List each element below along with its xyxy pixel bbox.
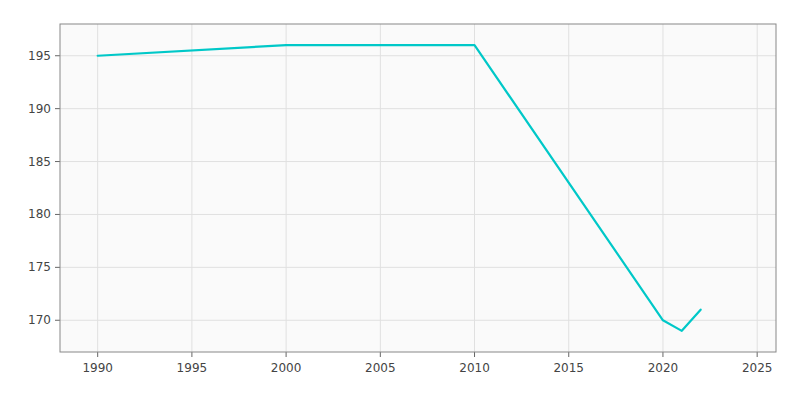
x-tick-label: 2000	[271, 361, 302, 375]
y-tick	[55, 55, 60, 56]
chart-container: 1990 1995 2000 2005 2010 2015 2020 2025 170 175 18…	[0, 0, 800, 400]
x-tick-label: 2015	[553, 361, 584, 375]
y-tick-label: 175	[28, 260, 51, 274]
x-grid-line	[191, 24, 192, 352]
y-tick-label: 180	[28, 207, 51, 221]
y-tick	[55, 161, 60, 162]
y-tick-label: 190	[28, 102, 51, 116]
x-tick-label: 1995	[177, 361, 208, 375]
y-grid-line	[60, 214, 776, 215]
plot-area	[60, 24, 776, 352]
x-tick	[97, 352, 98, 357]
x-tick-label: 2025	[742, 361, 773, 375]
y-tick	[55, 214, 60, 215]
y-tick-label: 170	[28, 313, 51, 327]
x-grid-line	[97, 24, 98, 352]
y-tick-label: 195	[28, 49, 51, 63]
x-tick-label: 1990	[82, 361, 113, 375]
x-tick	[568, 352, 569, 357]
x-tick	[757, 352, 758, 357]
marks	[98, 45, 701, 331]
x-tick-label: 2010	[459, 361, 490, 375]
x-grid-line	[568, 24, 569, 352]
x-tick-label: 2005	[365, 361, 396, 375]
y-grid-line	[60, 161, 776, 162]
y-tick	[55, 320, 60, 321]
x-grid-line	[662, 24, 663, 352]
y-tick	[55, 267, 60, 268]
y-grid-line	[60, 267, 776, 268]
x-tick	[380, 352, 381, 357]
x-grid-line	[380, 24, 381, 352]
x-grid-line	[757, 24, 758, 352]
x-tick-label: 2020	[648, 361, 679, 375]
y-tick-label: 185	[28, 155, 51, 169]
grid	[60, 24, 776, 352]
axes: 1990 1995 2000 2005 2010 2015 2020 2025 170 175 18…	[28, 49, 772, 375]
x-grid-line	[474, 24, 475, 352]
x-tick	[662, 352, 663, 357]
y-grid-line	[60, 108, 776, 109]
data-line	[98, 45, 701, 331]
x-tick	[286, 352, 287, 357]
chart-svg: 1990 1995 2000 2005 2010 2015 2020 2025 170 175 18…	[0, 0, 800, 400]
y-tick	[55, 108, 60, 109]
x-tick	[191, 352, 192, 357]
x-tick	[474, 352, 475, 357]
plot-frame	[60, 24, 776, 352]
y-grid-line	[60, 320, 776, 321]
x-grid-line	[286, 24, 287, 352]
y-grid-line	[60, 55, 776, 56]
